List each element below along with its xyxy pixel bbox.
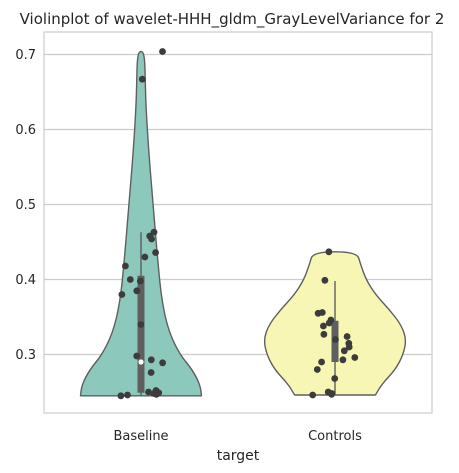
y-tick-label: 0.6 [15,123,36,138]
data-point [339,356,347,364]
data-point [309,391,317,399]
data-point [320,330,328,338]
data-point [328,390,335,398]
data-point [325,319,333,327]
data-point [152,249,160,256]
data-point [122,262,129,270]
violin-body [79,50,203,397]
data-point [314,309,322,317]
plot-frame [43,31,433,414]
data-point [331,375,339,382]
data-point [118,291,126,298]
data-point [145,388,152,396]
data-point [137,321,145,328]
x-tick-label: Controls [308,429,362,444]
y-tick-labels: 0.3 0.4 0.5 0.6 0.7 [15,48,36,363]
data-point [325,248,333,256]
y-tick-label: 0.3 [15,348,36,363]
data-point [141,253,149,261]
data-point [159,48,166,55]
data-point [133,287,141,295]
y-tick-label: 0.4 [15,273,36,288]
data-point [153,390,160,398]
data-point [351,354,359,361]
data-point [313,366,321,373]
data-point [321,276,329,284]
data-point [147,369,155,376]
data-point [320,322,327,330]
chart-title: Violinplot of wavelet-HHH_gldm_GrayLevel… [20,10,445,29]
data-point [133,352,141,360]
data-point [124,391,131,399]
x-tick-labels: Baseline Controls [113,429,362,444]
data-point [126,276,134,283]
data-point [148,235,156,243]
data-point [345,343,353,351]
data-points [117,48,359,400]
violin-iqr-box [137,275,145,393]
x-axis-label: target [217,448,260,464]
data-point [318,358,325,366]
data-point [159,359,167,367]
y-tick-label: 0.7 [15,48,36,63]
data-point [138,75,146,83]
data-point [136,277,144,285]
violin-median [138,359,144,365]
data-point [340,347,348,355]
y-tick-label: 0.5 [15,198,36,213]
data-point [117,392,125,400]
data-point [343,333,351,340]
data-point [147,356,155,364]
violins [79,50,407,397]
data-point [332,336,339,343]
x-tick-label: Baseline [113,429,168,444]
